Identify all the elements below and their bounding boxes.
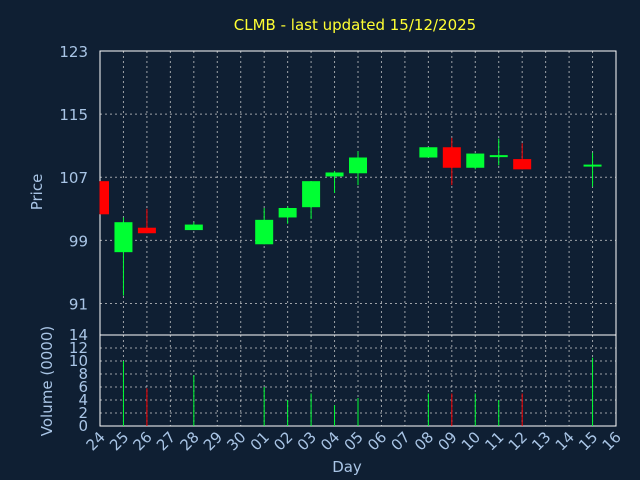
x-tick-label-25: 25	[106, 428, 132, 454]
candle-28	[184, 222, 203, 231]
candle-05	[349, 151, 367, 186]
volume-tick-label: 6	[78, 378, 88, 396]
volume-tick-label: 10	[69, 352, 88, 370]
candle-15	[583, 152, 602, 187]
candle-body	[302, 181, 321, 208]
x-tick-label-06: 06	[364, 428, 390, 454]
candle-08	[419, 147, 438, 158]
candle-11	[489, 138, 508, 166]
price-panel: 91 99 107 115 123	[59, 43, 617, 336]
candle-26	[137, 208, 156, 234]
x-tick-labels: 2425262728293001020304050607080910111213…	[83, 428, 625, 454]
candle-body	[278, 207, 297, 218]
x-tick-label-28: 28	[176, 428, 202, 454]
x-tick-label-07: 07	[388, 428, 414, 454]
x-tick-label-01: 01	[247, 428, 273, 454]
price-tick-label: 99	[69, 232, 88, 250]
x-tick-label-04: 04	[317, 428, 343, 454]
x-tick-label-26: 26	[130, 428, 156, 454]
candle-body	[255, 219, 274, 245]
candle-12	[513, 143, 532, 170]
x-tick-label-05: 05	[341, 428, 367, 454]
x-tick-label-10: 10	[458, 428, 484, 454]
candle-24	[99, 181, 109, 215]
price-tick-label: 123	[59, 43, 88, 61]
x-tick-label-14: 14	[552, 428, 578, 454]
candle-02	[278, 206, 297, 224]
x-tick-label-27: 27	[153, 428, 179, 454]
x-tick-label-15: 15	[575, 428, 601, 454]
volume-tick-label: 0	[78, 417, 88, 435]
candle-01	[255, 207, 274, 245]
x-tick-label-11: 11	[481, 428, 507, 454]
candle-25	[114, 217, 133, 296]
x-tick-label-30: 30	[223, 428, 249, 454]
chart-title: CLMB - last updated 15/12/2025	[234, 16, 476, 34]
x-tick-label-16: 16	[599, 428, 625, 454]
candle-body	[442, 147, 461, 168]
x-tick-label-03: 03	[294, 428, 320, 454]
candle-body	[137, 227, 156, 234]
x-tick-label-02: 02	[270, 428, 296, 454]
x-tick-label-13: 13	[528, 428, 554, 454]
x-tick-label-09: 09	[434, 428, 460, 454]
candle-03	[302, 181, 321, 220]
candle-body	[583, 164, 602, 167]
candle-body	[466, 153, 485, 168]
candle-04	[325, 170, 344, 193]
price-tick-label: 107	[59, 169, 88, 187]
candle-body	[419, 147, 438, 158]
candle-body	[325, 172, 344, 177]
volume-tick-label: 14	[69, 326, 88, 344]
candle-body	[100, 181, 109, 215]
price-axis-label: Price	[28, 174, 46, 211]
x-tick-label-29: 29	[200, 428, 226, 454]
volume-tick-label: 12	[69, 339, 88, 357]
price-tick-label: 91	[69, 295, 88, 313]
candle-body	[184, 224, 203, 231]
volume-axis-label: Volume (0000)	[38, 326, 56, 436]
candle-body	[349, 157, 367, 174]
volume-tick-label: 4	[78, 391, 88, 409]
candle-body	[489, 155, 508, 158]
x-axis-label: Day	[332, 458, 362, 476]
x-tick-label-08: 08	[411, 428, 437, 454]
price-tick-label: 115	[59, 106, 88, 124]
candle-10	[466, 153, 485, 170]
volume-tick-label: 2	[78, 404, 88, 422]
volume-tick-label: 8	[78, 365, 88, 383]
candle-body	[114, 222, 133, 253]
candle-09	[442, 137, 461, 186]
x-tick-label-12: 12	[505, 428, 531, 454]
candle-body	[513, 159, 532, 170]
